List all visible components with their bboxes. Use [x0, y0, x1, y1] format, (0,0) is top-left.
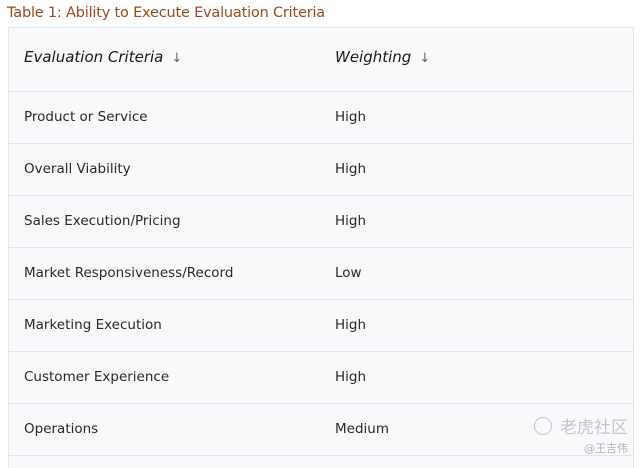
weighting-cell: High [335, 317, 367, 333]
table-row: Marketing Execution High [9, 300, 633, 352]
table-header: Evaluation Criteria ↓ Weighting ↓ [9, 28, 633, 92]
criteria-cell: Sales Execution/Pricing [24, 213, 181, 229]
table-row: Product or Service High [9, 92, 633, 144]
weighting-cell: High [335, 213, 367, 229]
table-row: Market Responsiveness/Record Low [9, 248, 633, 300]
criteria-cell: Marketing Execution [24, 317, 162, 333]
table-row: Overall Viability High [9, 144, 633, 196]
header-evaluation-criteria[interactable]: Evaluation Criteria ↓ [24, 48, 182, 66]
weighting-cell: High [335, 161, 367, 177]
sort-down-icon[interactable]: ↓ [171, 51, 183, 66]
watermark-author: @王吉伟 [584, 442, 628, 455]
criteria-cell: Operations [24, 421, 99, 437]
watermark-site-text: 老虎社区 [560, 418, 628, 438]
table-row: Sales Execution/Pricing High [9, 196, 633, 248]
weighting-cell: Low [335, 265, 362, 281]
criteria-cell: Customer Experience [24, 369, 170, 385]
weighting-cell: High [335, 109, 367, 125]
watermark-site: 老虎社区 [534, 413, 628, 438]
table-row: Customer Experience High [9, 352, 633, 404]
sort-down-icon[interactable]: ↓ [419, 51, 431, 66]
watermark-logo-icon [534, 417, 552, 435]
table-row: Operations Medium [9, 404, 633, 456]
header-label: Evaluation Criteria [24, 48, 164, 66]
criteria-cell: Market Responsiveness/Record [24, 265, 234, 281]
table-title: Table 1: Ability to Execute Evaluation C… [7, 5, 325, 21]
weighting-cell: High [335, 369, 367, 385]
header-weighting[interactable]: Weighting ↓ [335, 48, 430, 66]
header-label: Weighting [335, 48, 412, 66]
criteria-cell: Overall Viability [24, 161, 131, 177]
evaluation-criteria-table: Evaluation Criteria ↓ Weighting ↓ Product … [8, 27, 634, 468]
criteria-cell: Product or Service [24, 109, 148, 125]
weighting-cell: Medium [335, 421, 389, 437]
